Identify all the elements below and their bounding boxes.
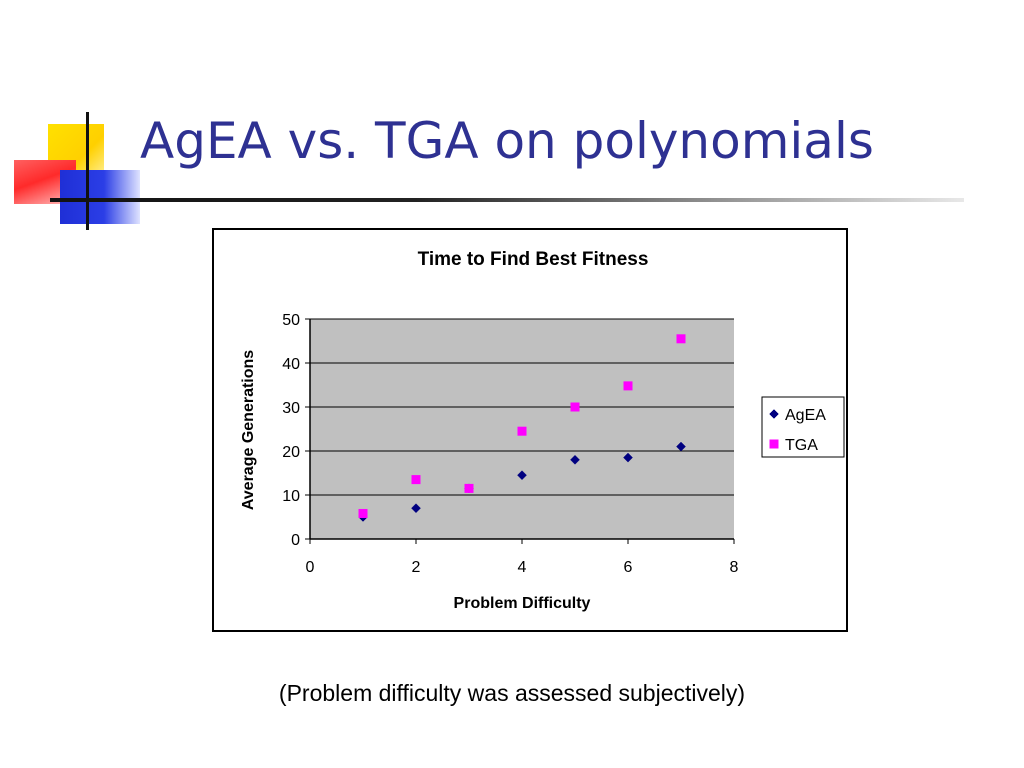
x-tick-label: 4	[518, 559, 527, 576]
decor-blue-square	[60, 170, 140, 224]
y-tick-label: 30	[282, 400, 300, 417]
legend-marker-tga	[769, 439, 779, 449]
y-axis-label: Average Generations	[240, 350, 257, 510]
data-point-agea	[517, 470, 527, 481]
legend-label-agea: AgEA	[785, 407, 826, 424]
data-point-tga	[570, 402, 580, 412]
chart-title: Time to Find Best Fitness	[418, 249, 649, 270]
data-point-agea	[570, 454, 580, 465]
slide-caption: (Problem difficulty was assessed subject…	[278, 680, 746, 706]
chart-container: Time to Find Best Fitness 0 10 20 30 40 50 0 2 4…	[212, 228, 848, 632]
slide-title: AgEA vs. TGA on polynomials	[140, 112, 874, 170]
y-tick-label: 10	[282, 488, 300, 505]
x-tick-label: 0	[306, 559, 315, 576]
y-tick-label: 20	[282, 444, 300, 461]
data-point-tga	[411, 475, 421, 485]
data-point-tga	[464, 483, 474, 493]
data-point-tga	[676, 334, 686, 344]
title-underline	[50, 198, 964, 202]
y-tick-label: 0	[291, 532, 300, 549]
x-tick-label: 2	[412, 559, 421, 576]
y-tick-label: 40	[282, 356, 300, 373]
x-tick-label: 6	[624, 559, 633, 576]
decor-vertical-line	[86, 112, 89, 230]
legend-label-tga: TGA	[785, 437, 818, 454]
data-point-tga	[517, 426, 527, 436]
x-axis-label: Problem Difficulty	[454, 595, 591, 612]
data-point-tga	[623, 381, 633, 391]
data-point-tga	[358, 508, 368, 518]
y-tick-label: 50	[282, 312, 300, 329]
scatter-chart: Time to Find Best Fitness 0 10 20 30 40 50 0 2 4…	[240, 249, 845, 612]
legend: AgEA TGA	[761, 396, 845, 458]
x-tick-label: 8	[730, 559, 739, 576]
data-point-agea	[623, 452, 633, 463]
data-point-agea	[411, 503, 421, 514]
legend-marker-agea	[769, 409, 779, 419]
data-point-agea	[676, 441, 686, 452]
